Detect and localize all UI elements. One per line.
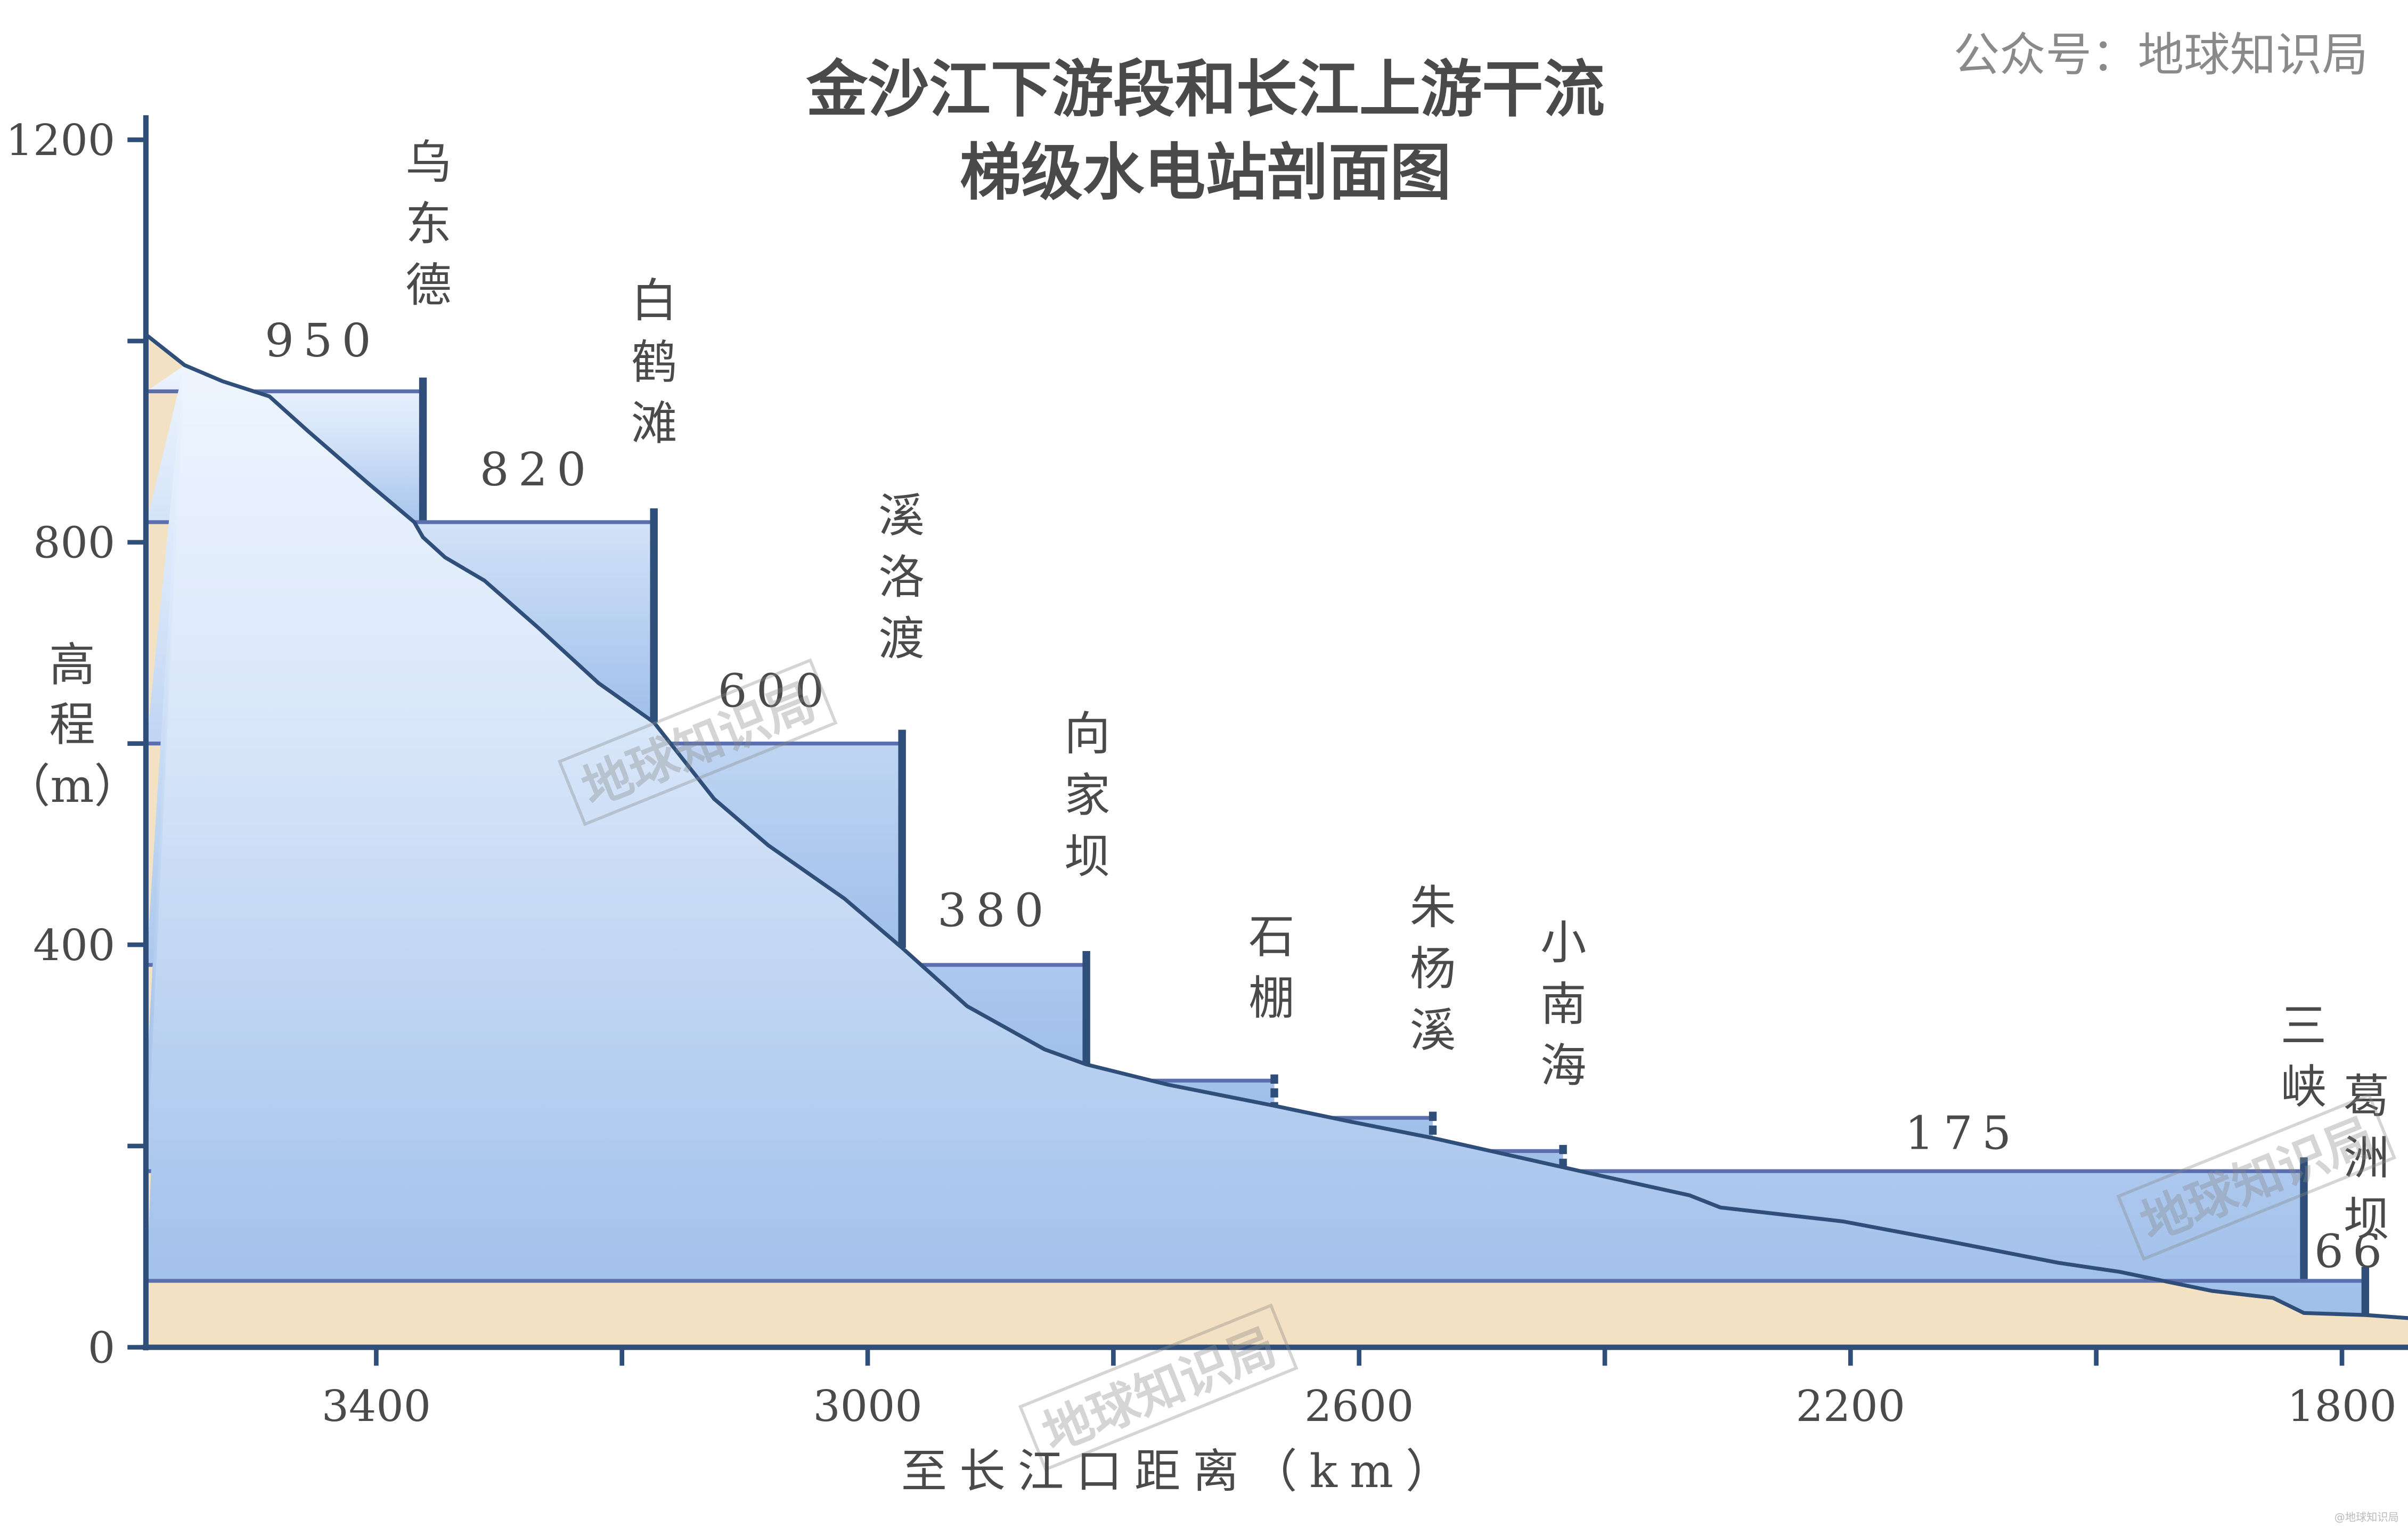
reservoir-0 [146, 365, 423, 538]
water-level-label: 380 [937, 884, 1053, 938]
dam-name-label: 白 [631, 274, 677, 328]
watermark-frame [557, 658, 838, 826]
y-tick-label: 400 [33, 921, 115, 971]
dam-name-label: 南 [1540, 978, 1587, 1031]
dam-name-label: 渡 [878, 612, 924, 665]
x-tick-label: 2600 [1304, 1382, 1414, 1432]
water-level-label: 175 [1905, 1107, 2020, 1160]
dam-name-label: 小 [1540, 916, 1587, 970]
x-tick-label: 2200 [1796, 1382, 1905, 1432]
dam-name-label: 海 [1540, 1039, 1587, 1093]
dam-name-label: 峡 [2281, 1061, 2327, 1114]
y-axis-label-2: 程 [49, 698, 95, 752]
x-tick-label: 1800 [2287, 1382, 2396, 1432]
water-level-label: 950 [265, 314, 380, 368]
y-tick-label: 1200 [6, 116, 115, 166]
water-level-label: 600 [718, 664, 834, 718]
watermark-frame [1018, 1303, 1299, 1472]
x-tick-label: 3000 [813, 1382, 922, 1432]
dam-name-label: 洲 [2344, 1132, 2390, 1185]
dam-name-label: 石 [1248, 911, 1295, 964]
chart-title-line2: 梯级水电站剖面图 [960, 137, 1451, 208]
y-axis-label-1: 高 [49, 638, 95, 692]
dam-name-label: 朱 [1410, 881, 1456, 935]
dam-name-label: 鹤 [631, 336, 677, 389]
watermark-frame [2116, 1093, 2397, 1261]
y-axis-label-3: （m） [4, 760, 140, 813]
x-axis-label: 至长江口距离（km） [901, 1445, 1464, 1498]
dam-name-label: 家 [1064, 769, 1111, 822]
dam-name-label: 洛 [878, 551, 924, 604]
dam-name-label: 向 [1064, 708, 1111, 761]
corner-watermark: @地球知识局 [2334, 1510, 2399, 1523]
dam-name-label: 棚 [1248, 972, 1295, 1025]
dam-name-label: 坝 [1064, 831, 1111, 884]
dam-name-label: 滩 [631, 397, 677, 451]
dam-name-label: 葛 [2344, 1070, 2390, 1124]
dam-name-label: 东 [405, 198, 452, 251]
y-tick-label: 0 [88, 1323, 115, 1373]
credit-text: 公众号：地球知识局 [1954, 29, 2368, 82]
dam-name-label: 坝 [2344, 1193, 2390, 1246]
water-level-label: 66 [2314, 1225, 2391, 1279]
x-tick-label: 3400 [322, 1382, 431, 1432]
y-tick-label: 800 [33, 518, 115, 568]
chart-title-line1: 金沙江下游段和长江上游干流 [806, 54, 1605, 126]
riverbed-line [145, 334, 2408, 1320]
dam-name-label: 乌 [405, 136, 452, 189]
reservoir-8 [146, 365, 2365, 1315]
water-level-label: 820 [480, 443, 595, 497]
dam-name-label: 溪 [1410, 1004, 1456, 1058]
dam-name-label: 三 [2281, 1000, 2327, 1053]
dam-name-label: 德 [405, 259, 452, 312]
dam-name-label: 杨 [1410, 943, 1456, 996]
dam-name-label: 溪 [878, 490, 924, 543]
